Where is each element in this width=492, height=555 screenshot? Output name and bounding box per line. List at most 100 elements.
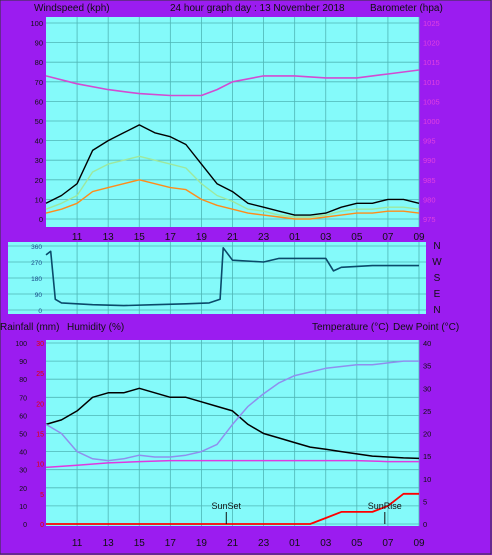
rainfall-label: Rainfall (mm) [0, 322, 59, 333]
x-tick-label: 19 [196, 232, 208, 243]
series-humidity [45, 360, 419, 462]
axis-tick-label: 20 [35, 176, 43, 185]
x-tick-label: 01 [289, 232, 301, 243]
axis-tick-label: 70 [19, 395, 27, 402]
x-tick-label: 13 [103, 538, 115, 549]
x-tick-label: 07 [382, 538, 394, 549]
temp-x-axis: 11 13 15 17 19 21 23 01 03 05 07 09 [72, 538, 425, 549]
axis-tick-label: 1005 [423, 97, 440, 106]
axis-tick-label: 20 [19, 486, 27, 493]
axis-tick-label: 980 [423, 195, 436, 204]
x-tick-label: 07 [382, 232, 394, 243]
direction-axis: 0 90 180 270 360 [31, 244, 42, 315]
axis-tick-label: 40 [19, 450, 27, 457]
x-tick-label: 03 [320, 232, 332, 243]
x-tick-label: 23 [258, 232, 270, 243]
axis-tick-label: 100 [15, 341, 27, 348]
axis-tick-label: 360 [31, 244, 42, 251]
axis-tick-label: 0 [38, 308, 42, 315]
x-tick-label: 05 [351, 538, 363, 549]
x-tick-label: 17 [165, 232, 177, 243]
axis-tick-label: 10 [35, 195, 43, 204]
axis-tick-label: 990 [423, 156, 436, 165]
temperature-axis: 0 5 10 15 20 25 30 35 40 [423, 339, 431, 529]
axis-tick-label: 25 [423, 407, 431, 416]
axis-tick-label: 35 [423, 362, 431, 371]
axis-tick-label: 0 [39, 215, 43, 224]
barometer-label: Barometer (hpa) [370, 3, 443, 14]
x-tick-label: 01 [289, 538, 301, 549]
axis-tick-label: 0 [40, 522, 44, 529]
axis-tick-label: 0 [23, 522, 27, 529]
axis-tick-label: 5 [423, 497, 427, 506]
axis-tick-label: 1000 [423, 117, 440, 126]
x-tick-label: 21 [227, 538, 239, 549]
axis-tick-label: 270 [31, 260, 42, 267]
series-temperature [45, 387, 420, 460]
rainfall-axis: 0 5 10 15 20 25 30 [36, 341, 44, 529]
x-tick-label: 15 [134, 538, 146, 549]
axis-tick-label: 10 [36, 462, 44, 469]
series-direction [45, 247, 419, 307]
axis-tick-label: 30 [19, 468, 27, 475]
axis-tick-label: 995 [423, 137, 436, 146]
axis-tick-label: 60 [35, 97, 43, 106]
axis-tick-label: 5 [40, 492, 44, 499]
windspeed-axis: 0 10 20 30 40 50 60 70 80 90 100 [30, 19, 43, 224]
axis-tick-label: 30 [36, 341, 44, 348]
series-gust [45, 124, 420, 216]
compass-label: W [432, 257, 442, 268]
x-tick-label: 05 [351, 232, 363, 243]
x-tick-label: 21 [227, 232, 239, 243]
dew-point-label: Dew Point (°C) [393, 322, 459, 333]
barometer-axis: 975 980 985 990 995 1000 1005 1010 1015 1020 1025 [423, 19, 440, 224]
series-average [45, 155, 420, 218]
axis-tick-label: 180 [31, 276, 42, 283]
x-tick-label: 23 [258, 538, 270, 549]
axis-tick-label: 20 [423, 430, 431, 439]
x-tick-label: 17 [165, 538, 177, 549]
axis-tick-label: 50 [19, 432, 27, 439]
axis-tick-label: 50 [35, 117, 43, 126]
x-tick-label: 19 [196, 538, 208, 549]
series-dew_point [45, 459, 419, 469]
x-tick-label: 11 [72, 232, 83, 243]
axis-tick-label: 80 [19, 377, 27, 384]
x-tick-label: 15 [134, 232, 146, 243]
axis-tick-label: 10 [19, 504, 27, 511]
sun-annotation-label: SunRise [368, 501, 402, 511]
compass-label: N [433, 241, 440, 252]
axis-tick-label: 30 [423, 384, 431, 393]
axis-tick-label: 15 [36, 432, 44, 439]
x-tick-label: 11 [72, 538, 83, 549]
axis-tick-label: 0 [423, 520, 427, 529]
axis-tick-label: 15 [423, 452, 431, 461]
x-tick-label: 03 [320, 538, 332, 549]
axis-tick-label: 975 [423, 215, 436, 224]
axis-tick-label: 985 [423, 176, 436, 185]
axis-tick-label: 100 [30, 19, 43, 28]
humidity-label: Humidity (%) [67, 322, 124, 333]
wind-x-axis: 11 13 15 17 19 21 23 01 03 05 07 09 [72, 232, 425, 243]
axis-tick-label: 90 [19, 359, 27, 366]
axis-tick-label: 30 [35, 156, 43, 165]
axis-tick-label: 80 [35, 58, 43, 67]
compass-label: E [434, 289, 441, 300]
x-tick-label: 09 [413, 232, 425, 243]
temp-panel-grid [46, 340, 420, 526]
compass-label: S [434, 273, 441, 284]
axis-tick-label: 10 [423, 475, 431, 484]
series-speed [45, 179, 420, 220]
axis-tick-label: 70 [35, 78, 43, 87]
wind-series [45, 69, 420, 220]
windspeed-label: Windspeed (kph) [34, 3, 110, 14]
axis-tick-label: 25 [36, 371, 44, 378]
sun-annotation-label: SunSet [212, 501, 242, 511]
x-tick-label: 13 [103, 232, 115, 243]
humidity-axis: 0 10 20 30 40 50 60 70 80 90 100 [15, 341, 27, 529]
x-tick-label: 09 [413, 538, 425, 549]
axis-tick-label: 1025 [423, 19, 440, 28]
temp-series [45, 360, 420, 525]
